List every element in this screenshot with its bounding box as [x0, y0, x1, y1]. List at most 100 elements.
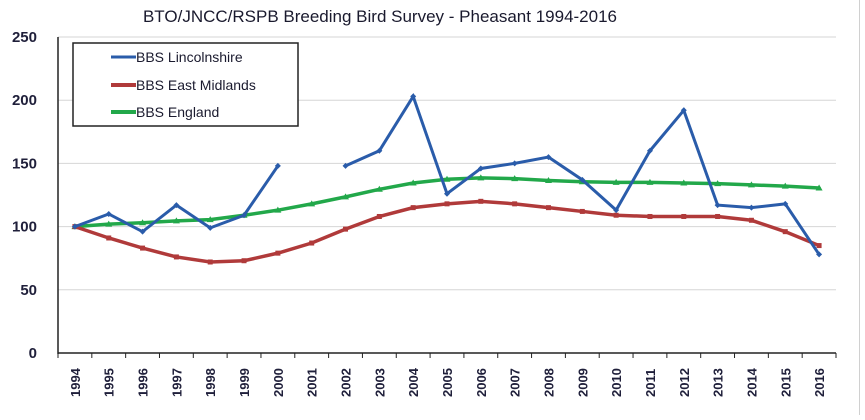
data-point: [816, 243, 822, 249]
data-point: [206, 216, 214, 223]
data-point: [241, 212, 248, 219]
data-point: [410, 93, 417, 100]
data-point: [647, 213, 653, 219]
x-tick-label: 2007: [508, 368, 523, 397]
x-tick-label: 1995: [102, 368, 117, 397]
data-point: [410, 205, 416, 211]
data-point: [747, 181, 755, 188]
x-axis-ticks: 1994 1995 1996 1997 1998 1999 2000 2001 2002 2003…: [68, 367, 827, 397]
data-point: [207, 259, 213, 265]
x-tick-label: 1999: [237, 368, 252, 397]
legend: BBS Lincolnshire BBS East Midlands BBS E…: [72, 42, 299, 127]
x-tick-label: 2005: [440, 368, 455, 397]
x-tick-label: 1997: [169, 368, 184, 397]
data-point: [207, 224, 214, 231]
data-point: [646, 147, 653, 154]
y-tick-label: 250: [12, 29, 37, 46]
data-point: [409, 179, 417, 186]
y-tick-label: 200: [12, 92, 37, 109]
legend-label-east-midlands: BBS East Midlands: [136, 77, 256, 93]
legend-box: [72, 42, 299, 127]
x-tick-label: 1998: [203, 368, 218, 397]
data-point: [376, 213, 382, 219]
data-point: [545, 205, 551, 211]
data-point: [714, 202, 721, 209]
x-tick-label: 2012: [677, 368, 692, 397]
data-point: [781, 182, 789, 189]
data-point: [443, 175, 451, 182]
x-tick-label: 1994: [68, 367, 83, 397]
data-point: [748, 204, 755, 211]
x-tick-label: 1996: [136, 368, 151, 397]
data-point: [173, 202, 180, 209]
data-point: [477, 165, 484, 172]
data-point: [681, 213, 687, 219]
data-point: [544, 176, 552, 183]
data-point: [274, 206, 282, 213]
x-tick-label: 2016: [812, 368, 827, 397]
data-point: [579, 176, 586, 183]
y-tick-label: 50: [20, 282, 37, 299]
data-point: [545, 154, 552, 161]
data-point: [241, 258, 247, 264]
data-point: [444, 190, 450, 197]
legend-item-lincolnshire: BBS Lincolnshire: [111, 49, 243, 65]
x-tick-label: 2010: [609, 368, 624, 397]
y-tick-label: 100: [12, 219, 37, 236]
series: [71, 92, 823, 265]
data-point: [308, 200, 316, 207]
series-line-bbs-lincolnshire: [344, 92, 821, 256]
x-tick-label: 2011: [643, 369, 658, 397]
x-tick-label: 2000: [271, 368, 286, 397]
data-point: [172, 217, 180, 224]
x-tick-label: 2003: [372, 368, 387, 397]
data-point: [477, 174, 485, 181]
data-point: [105, 220, 113, 227]
series-bbs-east-midlands: [72, 198, 822, 265]
series-bbs-lincolnshire: [71, 92, 823, 258]
frame-border: [859, 0, 860, 415]
data-point: [680, 107, 687, 114]
x-tick-label: 2014: [744, 367, 759, 397]
chart-title: BTO/JNCC/RSPB Breeding Bird Survey - Phe…: [143, 7, 617, 26]
data-point: [139, 228, 146, 235]
data-point: [511, 175, 519, 182]
x-tick-label: 2004: [406, 367, 421, 397]
data-point: [613, 207, 620, 214]
data-point: [106, 235, 112, 241]
data-point: [816, 251, 823, 258]
data-point: [478, 198, 484, 204]
data-point: [782, 229, 788, 235]
data-point: [512, 201, 518, 207]
y-tick-label: 150: [12, 155, 37, 172]
data-point: [613, 212, 619, 218]
x-tick-label: 2002: [339, 368, 354, 397]
x-tick-label: 2008: [541, 368, 556, 397]
data-point: [680, 179, 688, 186]
x-tick-label: 2006: [474, 368, 489, 397]
legend-item-east-midlands: BBS East Midlands: [111, 77, 256, 93]
data-point: [612, 178, 620, 185]
data-point: [343, 226, 349, 232]
x-tick-label: 2009: [575, 368, 590, 397]
x-tick-label: 2013: [711, 368, 726, 397]
data-point: [173, 254, 179, 260]
data-point: [375, 185, 383, 192]
data-point: [139, 219, 147, 226]
data-point: [782, 200, 789, 207]
legend-label-lincolnshire: BBS Lincolnshire: [136, 49, 243, 65]
data-point: [342, 162, 349, 169]
data-point: [511, 160, 518, 167]
data-point: [748, 217, 754, 223]
data-point: [140, 245, 146, 251]
data-point: [646, 178, 654, 185]
data-point: [815, 184, 823, 191]
data-point: [376, 147, 383, 154]
data-point: [275, 250, 281, 256]
data-point: [714, 180, 722, 187]
data-point: [309, 240, 315, 246]
data-point: [342, 193, 350, 200]
y-axis-ticks: 0 50 100 150 200 250: [12, 29, 37, 362]
